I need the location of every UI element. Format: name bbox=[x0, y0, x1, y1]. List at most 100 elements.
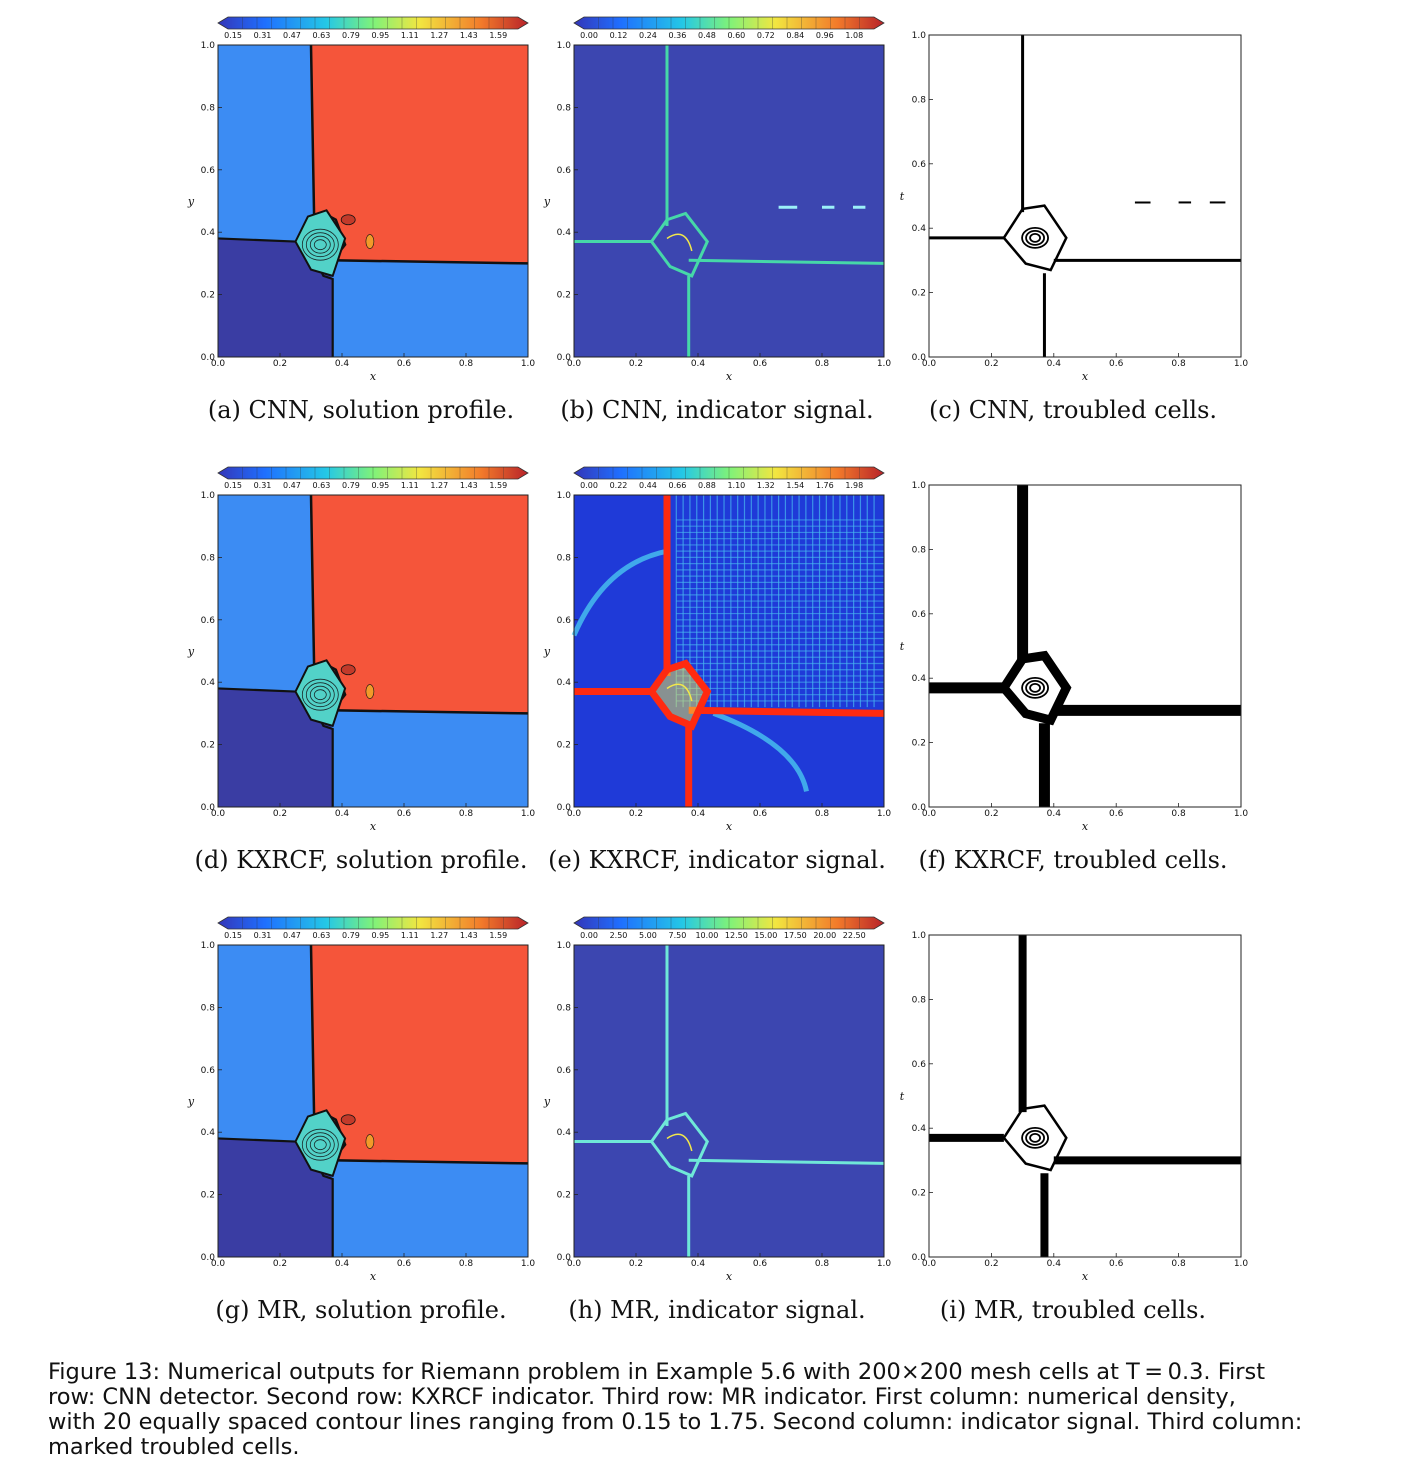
density-contour bbox=[305, 682, 335, 708]
x-axis-label: x bbox=[1082, 820, 1089, 833]
colorbar-tick-label: 0.63 bbox=[313, 931, 331, 940]
signal-panel: 0.00.0 0.2 0.2 0.4 0.4 0.6 0.6 0.8 0.8 1.0 1.0 x y 0.… bbox=[543, 916, 891, 1283]
y-tick-label: 0.8 bbox=[557, 1003, 572, 1013]
density-peak bbox=[340, 1114, 356, 1126]
x-tick-label: 0.8 bbox=[459, 809, 474, 819]
x-tick-label: 1.0 bbox=[1234, 359, 1249, 369]
troubled-contour bbox=[1021, 676, 1049, 699]
interaction-signal bbox=[666, 233, 693, 252]
subcaption-b: (b) CNN, indicator signal. bbox=[560, 396, 874, 424]
troubled-background bbox=[929, 485, 1241, 807]
y-tick-label: 1.0 bbox=[201, 41, 216, 51]
troubled-panel: 0.00.0 0.2 0.2 0.4 0.4 0.6 0.6 0.8 0.8 1.0 1.0 x t bbox=[900, 31, 1249, 383]
y-axis-label: t bbox=[900, 640, 905, 653]
density-contour bbox=[301, 678, 339, 711]
troubled-contour bbox=[1025, 679, 1045, 696]
subcaption-i: (i) MR, troubled cells. bbox=[939, 1296, 1207, 1324]
x-tick-label: 0.2 bbox=[629, 359, 643, 369]
y-tick-label: 0.0 bbox=[201, 353, 216, 363]
plot-frame bbox=[573, 944, 885, 1258]
y-tick-label: 0.8 bbox=[557, 553, 572, 563]
troubled-background bbox=[929, 935, 1241, 1257]
x-tick-label: 0.8 bbox=[1171, 809, 1186, 819]
y-tick-label: 0.6 bbox=[912, 1060, 927, 1070]
colorbar-tick-label: 1.98 bbox=[845, 481, 863, 490]
x-tick-label: 0.8 bbox=[1171, 1259, 1186, 1269]
y-axis-label: t bbox=[900, 1090, 905, 1103]
y-tick-label: 0.6 bbox=[557, 1066, 572, 1076]
x-tick-label: 0.0 bbox=[211, 1259, 226, 1269]
interaction-zone bbox=[294, 1109, 347, 1178]
colorbar-tick-label: 0.63 bbox=[313, 481, 331, 490]
x-axis-label: x bbox=[726, 370, 733, 383]
colorbar-tick-label: 5.00 bbox=[639, 931, 657, 940]
y-tick-label: 0.2 bbox=[201, 1191, 215, 1201]
y-tick-label: 0.4 bbox=[201, 228, 216, 238]
x-tick-label: 0.0 bbox=[211, 809, 226, 819]
x-tick-label: 0.2 bbox=[629, 809, 643, 819]
colorbar-tick-label: 17.50 bbox=[784, 931, 807, 940]
x-axis-label: x bbox=[370, 820, 377, 833]
colorbar-tick-label: 0.88 bbox=[698, 481, 716, 490]
colorbar-tick-label: 0.15 bbox=[224, 481, 242, 490]
colorbar-tick-label: 1.10 bbox=[727, 481, 745, 490]
caption-line: Figure 13: Numerical outputs for Riemann… bbox=[48, 1359, 1266, 1385]
colorbar-tick-label: 0.22 bbox=[610, 481, 628, 490]
y-axis-label: y bbox=[543, 645, 551, 658]
colorbar-tick-label: 0.24 bbox=[639, 31, 657, 40]
colorbar-tick-label: 20.00 bbox=[813, 931, 836, 940]
x-tick-label: 0.4 bbox=[1047, 359, 1062, 369]
colorbar-tick-label: 0.00 bbox=[580, 31, 598, 40]
subcaption-g: (g) MR, solution profile. bbox=[215, 1296, 507, 1324]
colorbar-tick-label: 1.27 bbox=[430, 481, 448, 490]
density-peak bbox=[365, 234, 375, 249]
y-tick-label: 0.0 bbox=[557, 803, 572, 813]
x-tick-label: 0.0 bbox=[567, 1259, 582, 1269]
signal-arc bbox=[712, 711, 809, 792]
x-tick-label: 0.8 bbox=[1171, 359, 1186, 369]
colorbar-tick-label: 1.11 bbox=[401, 481, 419, 490]
colorbar-tick-label: 0.96 bbox=[816, 31, 834, 40]
x-tick-label: 1.0 bbox=[877, 359, 892, 369]
colorbar-tick-label: 0.84 bbox=[786, 31, 804, 40]
x-tick-label: 0.4 bbox=[335, 359, 350, 369]
colorbar-tick-label: 7.50 bbox=[669, 931, 687, 940]
density-contour bbox=[305, 1132, 335, 1158]
troubled-interaction bbox=[1002, 1104, 1068, 1172]
y-tick-label: 1.0 bbox=[557, 491, 572, 501]
x-axis-label: x bbox=[1082, 1270, 1089, 1283]
y-tick-label: 0.6 bbox=[201, 616, 216, 626]
interaction-signal bbox=[666, 683, 693, 702]
colorbar-tick-label: 1.27 bbox=[430, 931, 448, 940]
x-tick-label: 0.6 bbox=[753, 1259, 768, 1269]
solution-panel: 0.00.0 0.2 0.2 0.4 0.4 0.6 0.6 0.8 0.8 1.0 1.0 x y 0.… bbox=[187, 466, 535, 833]
y-tick-label: 0.4 bbox=[557, 678, 572, 688]
troubled-contour bbox=[1021, 226, 1049, 249]
y-axis-label: y bbox=[187, 645, 195, 658]
x-axis-label: x bbox=[726, 1270, 733, 1283]
x-tick-label: 1.0 bbox=[521, 1259, 536, 1269]
troubled-contour bbox=[1025, 1129, 1045, 1146]
y-tick-label: 1.0 bbox=[912, 31, 927, 41]
x-tick-label: 0.0 bbox=[922, 359, 937, 369]
plot-frame bbox=[928, 484, 1242, 808]
colorbar-tick-label: 1.43 bbox=[460, 31, 478, 40]
colorbar-tick-label: 1.08 bbox=[845, 31, 863, 40]
plot-frame bbox=[217, 494, 529, 808]
x-tick-label: 0.6 bbox=[1109, 359, 1124, 369]
caption-line: with 20 equally spaced contour lines ran… bbox=[48, 1409, 1303, 1435]
subcaption-h: (h) MR, indicator signal. bbox=[568, 1296, 866, 1324]
interaction-signal bbox=[649, 1111, 710, 1178]
density-contour bbox=[313, 1139, 327, 1151]
colorbar-tick-label: 0.66 bbox=[669, 481, 687, 490]
interaction-signal bbox=[649, 211, 710, 278]
x-tick-label: 0.2 bbox=[273, 809, 287, 819]
troubled-contour bbox=[1029, 232, 1041, 243]
x-tick-label: 0.4 bbox=[691, 809, 706, 819]
density-contour bbox=[313, 689, 327, 701]
troubled-contour bbox=[1029, 1132, 1041, 1143]
colorbar-tick-label: 0.47 bbox=[283, 481, 301, 490]
plot-frame bbox=[573, 44, 885, 358]
solution-panel: 0.00.0 0.2 0.2 0.4 0.4 0.6 0.6 0.8 0.8 1.0 1.0 x y 0.… bbox=[187, 916, 536, 1283]
density-peak bbox=[365, 684, 375, 699]
